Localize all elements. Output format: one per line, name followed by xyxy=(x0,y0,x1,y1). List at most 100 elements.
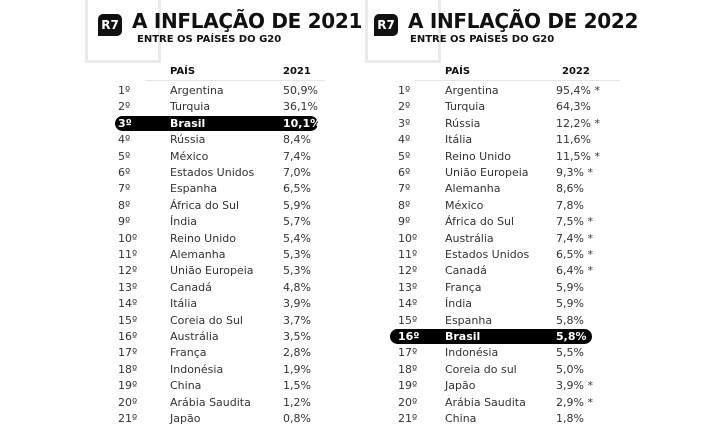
table-row: 1º Argentina 95,4% * xyxy=(390,83,600,98)
cell-rank: 16º xyxy=(118,330,138,343)
cell-rank: 12º xyxy=(118,264,138,278)
cell-value: 5,8% xyxy=(556,313,584,327)
cell-country: Arábia Saudita xyxy=(445,395,526,409)
cell-value: 8,6% xyxy=(556,182,584,196)
cell-rank: 19º xyxy=(118,379,138,393)
cell-rank: 8º xyxy=(118,198,131,212)
table-row: 9º África do Sul 7,5% * xyxy=(390,214,593,229)
cell-value: 7,5% * xyxy=(556,215,593,229)
cell-rank: 20º xyxy=(118,395,138,409)
cell-country: Rússia xyxy=(445,116,481,130)
cell-rank: 5º xyxy=(398,149,411,163)
cell-country: México xyxy=(170,149,209,163)
cell-country: União Europeia xyxy=(445,166,529,179)
table-row: 5º Reino Unido 11,5% * xyxy=(390,149,600,164)
cell-rank: 21º xyxy=(118,412,138,425)
cell-country: Alemanha xyxy=(445,182,501,196)
cell-value: 8,4% xyxy=(283,133,311,147)
table-row: 3º Rússia 12,2% * xyxy=(390,116,600,131)
cell-country: África do Sul xyxy=(170,198,240,212)
cell-value: 7,4% * xyxy=(556,231,593,245)
cell-rank: 8º xyxy=(398,198,411,212)
cell-rank: 10º xyxy=(398,231,418,245)
table-row: 6º Estados Unidos 7,0% xyxy=(115,165,318,180)
cell-value: 11,6% xyxy=(556,133,591,147)
cell-value: 3,7% xyxy=(283,313,311,327)
cell-rank: 19º xyxy=(398,379,418,393)
cell-rank: 1º xyxy=(398,84,411,97)
cell-country: Canadá xyxy=(170,280,212,294)
table-row: 13º Canadá 4,8% xyxy=(115,280,318,295)
cell-country: Brasil xyxy=(445,330,481,343)
table-row: 3º Brasil 10,1% xyxy=(115,115,321,131)
table-row: 21º China 1,8% xyxy=(390,411,592,426)
cell-value: 2,8% xyxy=(283,346,311,360)
cell-rank: 2º xyxy=(398,100,411,114)
cell-country: Coreia do sul xyxy=(445,362,517,376)
table-row: 7º Alemanha 8,6% xyxy=(390,181,592,196)
table-row: 19º Japão 3,9% * xyxy=(390,378,593,393)
cell-country: Japão xyxy=(445,379,476,393)
cell-rank: 6º xyxy=(118,166,131,179)
cell-value: 3,9% xyxy=(283,297,311,311)
cell-value: 5,7% xyxy=(283,215,311,229)
cell-country: Japão xyxy=(170,412,201,425)
table-row: 21º Japão 0,8% xyxy=(115,411,318,426)
cell-country: Estados Unidos xyxy=(445,248,530,261)
cell-rank: 3º xyxy=(118,116,132,130)
cell-value: 6,5% * xyxy=(556,248,593,261)
cell-country: Itália xyxy=(445,133,473,147)
cell-country: China xyxy=(170,379,202,393)
table-row: 15º Espanha 5,8% xyxy=(390,313,592,328)
cell-country: União Europeia xyxy=(170,264,254,278)
cell-value: 3,9% * xyxy=(556,379,593,393)
cell-value: 7,0% xyxy=(283,166,311,179)
cell-country: Reino Unido xyxy=(445,149,511,163)
cell-rank: 4º xyxy=(118,133,131,147)
cell-country: França xyxy=(170,346,207,360)
cell-country: Espanha xyxy=(445,313,493,327)
cell-value: 5,9% xyxy=(556,280,584,294)
cell-value: 36,1% xyxy=(283,100,318,114)
table-row: 9º Índia 5,7% xyxy=(115,214,318,229)
table-row: 14º Índia 5,9% xyxy=(390,296,592,311)
cell-value: 9,3% * xyxy=(556,166,593,179)
table-2022: R7 A INFLAÇÃO DE 2022 ENTRE OS PAÍSES DO… xyxy=(360,0,660,429)
cell-rank: 12º xyxy=(398,264,418,278)
cell-rank: 21º xyxy=(398,412,418,425)
table-row: 20º Arábia Saudita 1,2% xyxy=(115,395,318,410)
table-row: 11º Estados Unidos 6,5% * xyxy=(390,247,593,262)
cell-rank: 17º xyxy=(118,346,138,360)
cell-value: 5,9% xyxy=(283,198,311,212)
table-row: 7º Espanha 6,5% xyxy=(115,181,318,196)
cell-country: Argentina xyxy=(170,84,224,97)
subtitle: ENTRE OS PAÍSES DO G20 xyxy=(137,34,282,45)
cell-value: 1,2% xyxy=(283,395,311,409)
cell-rank: 9º xyxy=(398,215,411,229)
table-row: 20º Arábia Saudita 2,9% * xyxy=(390,395,593,410)
table-row: 10º Austrália 7,4% * xyxy=(390,231,593,246)
cell-country: Austrália xyxy=(170,330,219,343)
divider xyxy=(415,80,620,81)
cell-value: 11,5% * xyxy=(556,149,600,163)
cell-rank: 11º xyxy=(398,248,418,261)
cell-value: 5,4% xyxy=(283,231,311,245)
cell-rank: 7º xyxy=(398,182,411,196)
table-row: 19º China 1,5% xyxy=(115,378,318,393)
cell-rank: 1º xyxy=(118,84,131,97)
cell-value: 50,9% xyxy=(283,84,318,97)
subtitle: ENTRE OS PAÍSES DO G20 xyxy=(410,34,555,45)
cell-rank: 15º xyxy=(398,313,418,327)
table-row: 6º União Europeia 9,3% * xyxy=(390,165,593,180)
table-row: 2º Turquia 64,3% xyxy=(390,99,592,114)
cell-value: 5,0% xyxy=(556,362,584,376)
title: A INFLAÇÃO DE 2021 xyxy=(132,9,363,33)
cell-country: México xyxy=(445,198,484,212)
header-country: PAÍS xyxy=(170,66,196,77)
table-row: 8º México 7,8% xyxy=(390,198,592,213)
table-row: 8º África do Sul 5,9% xyxy=(115,198,318,213)
cell-rank: 2º xyxy=(118,100,131,114)
cell-value: 7,8% xyxy=(556,198,584,212)
header-year: 2021 xyxy=(283,66,311,77)
cell-value: 12,2% * xyxy=(556,116,600,130)
